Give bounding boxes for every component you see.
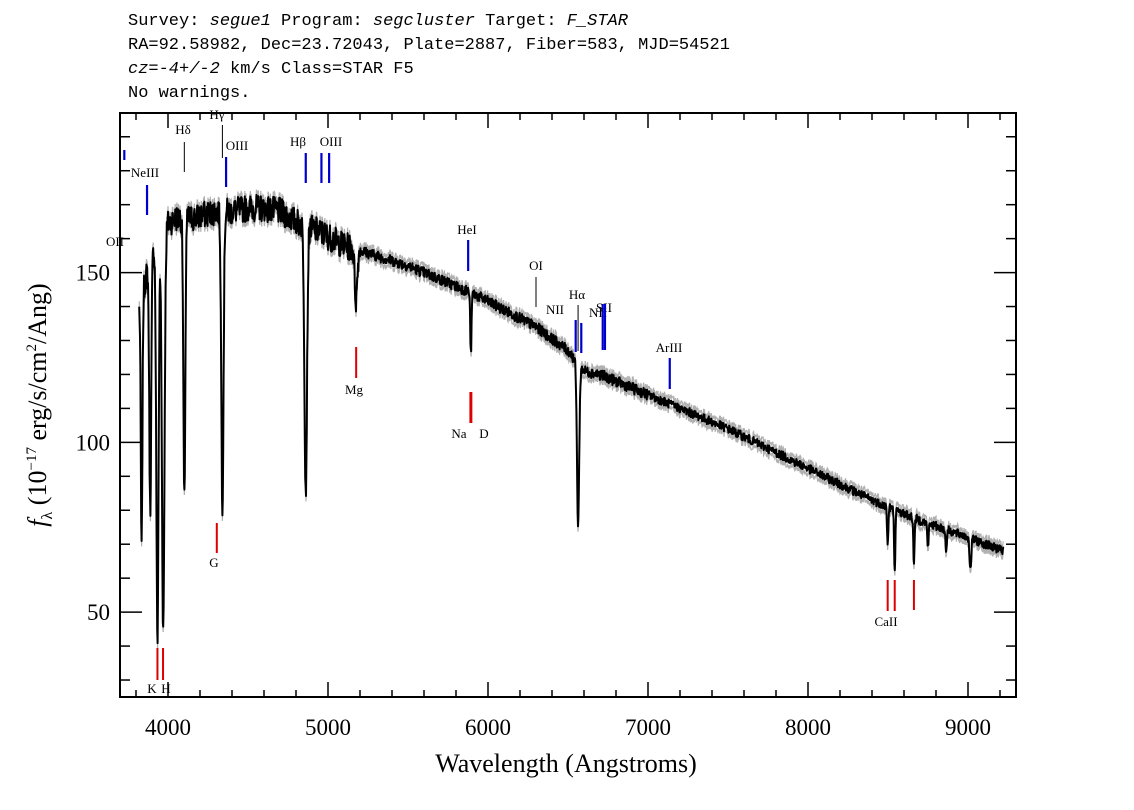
absorption-line-label-0: K: [147, 681, 157, 696]
x-tick-label: 9000: [945, 715, 991, 740]
program-value: segcluster: [372, 12, 475, 31]
emission-line-label-11: Hα: [569, 287, 585, 302]
spectrum-header: Survey: segue1 Program: segcluster Targe…: [128, 10, 730, 106]
spectrum-line: [138, 193, 1005, 645]
absorption-line-label-1: H: [161, 681, 170, 696]
target-label: Target:: [485, 12, 557, 31]
y-axis-title: fλ (10−17 erg/s/cm2/Ang): [23, 283, 56, 526]
y-tick-label: 50: [87, 600, 110, 625]
svg-text:fλ (10−17 erg/s/cm2/Ang): fλ (10−17 erg/s/cm2/Ang): [23, 283, 56, 526]
absorption-line-label-3: Mg: [345, 382, 364, 397]
line-markers-layer: OIINeIIIHδHγOIIIHβOIIIHeIOINIIHαNIISIIAr…: [106, 107, 915, 696]
emission-line-label-2: Hδ: [175, 122, 191, 137]
survey-label: Survey:: [128, 12, 200, 31]
emission-line-label-0: OII: [106, 234, 124, 249]
emission-line-label-4: OIII: [226, 138, 248, 153]
absorption-line-label-2: G: [209, 555, 218, 570]
x-tick-label: 7000: [625, 715, 671, 740]
absorption-line-label-7: CaII: [874, 614, 897, 629]
emission-line-label-15: ArIII: [656, 340, 683, 355]
error-band-lower: [138, 200, 1004, 649]
x-axis-title: Wavelength (Angstroms): [435, 749, 696, 778]
absorption-line-label-5: D: [479, 426, 488, 441]
y-tick-label: 100: [76, 430, 111, 455]
emission-line-label-9: OI: [529, 258, 543, 273]
absorption-line-label-4: Na: [451, 426, 466, 441]
error-band-upper: [138, 189, 1004, 638]
program-label: Program:: [281, 12, 363, 31]
emission-line-label-10: NII: [546, 302, 564, 317]
emission-line-label-1: NeIII: [131, 165, 159, 180]
plot-data-layer: [138, 189, 1005, 649]
y-tick-label: 150: [76, 261, 111, 286]
header-line-warnings: No warnings.: [128, 84, 251, 103]
x-tick-label: 8000: [785, 715, 831, 740]
header-line-redshift: cz=-4+/-2 km/s Class=STAR F5: [128, 58, 730, 82]
x-tick-label: 6000: [465, 715, 511, 740]
emission-line-label-3: Hγ: [209, 107, 224, 122]
header-line-coordinates: RA=92.58982, Dec=23.72043, Plate=2887, F…: [128, 36, 730, 55]
target-value: F_STAR: [566, 12, 628, 31]
emission-line-label-5: Hβ: [290, 134, 306, 149]
axis-ticks: 4000 5000 6000 7000 8000 9000 50 100 150: [76, 113, 1016, 740]
cz-value: cz=-4+/-2: [128, 60, 220, 79]
x-tick-label: 4000: [145, 715, 191, 740]
class-info: km/s Class=STAR F5: [219, 60, 414, 79]
emission-line-label-8: HeI: [457, 222, 477, 237]
emission-line-label-7: OIII: [320, 134, 342, 149]
plot-frame: [119, 112, 1017, 698]
header-line-survey: Survey: segue1 Program: segcluster Targe…: [128, 10, 730, 34]
x-tick-label: 5000: [305, 715, 351, 740]
survey-value: segue1: [209, 12, 271, 31]
